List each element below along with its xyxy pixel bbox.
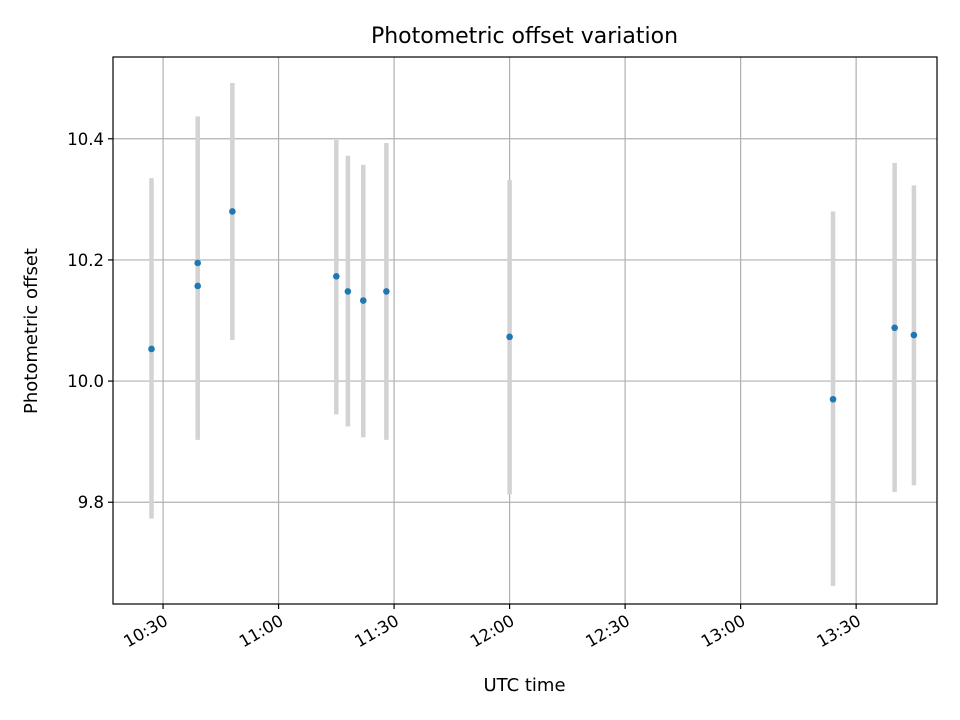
data-point	[910, 331, 918, 339]
data-point	[359, 297, 367, 304]
y-tick-label: 10.2	[67, 251, 104, 270]
data-point	[194, 259, 202, 267]
data-points	[148, 208, 918, 403]
data-point	[829, 395, 837, 403]
grid	[113, 57, 937, 604]
y-tick-label: 9.8	[78, 493, 104, 512]
data-point	[148, 345, 155, 353]
data-point	[506, 333, 513, 341]
y-axis-label: Photometric offset	[21, 248, 42, 414]
plot-frame	[112, 56, 938, 605]
data-point	[383, 288, 390, 295]
data-point	[344, 288, 352, 295]
data-point	[229, 208, 236, 215]
y-axis: 9.8 10.0 10.2 10.4	[67, 130, 113, 512]
data-point	[194, 282, 202, 290]
chart-title: Photometric offset variation	[371, 24, 678, 49]
y-tick-label: 10.0	[67, 372, 104, 391]
data-point	[333, 272, 340, 280]
x-axis-label: UTC time	[483, 675, 565, 696]
y-tick-label: 10.4	[67, 130, 104, 149]
data-point	[891, 324, 898, 332]
